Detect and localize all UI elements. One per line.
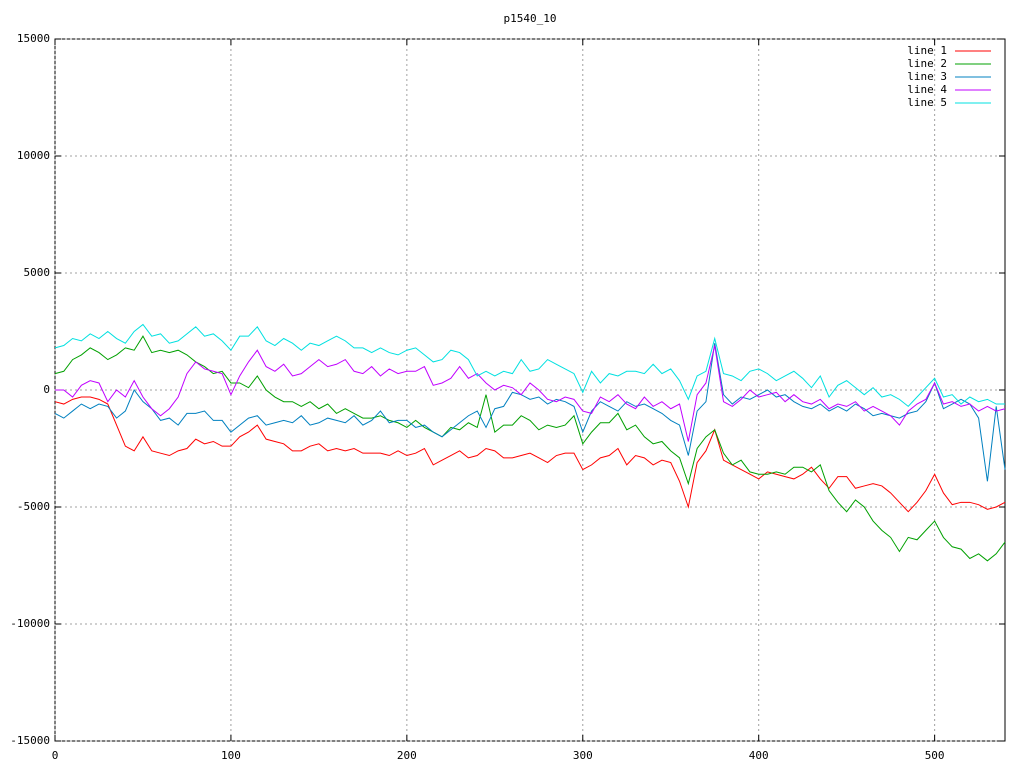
legend-label: line 5 bbox=[907, 96, 947, 109]
x-tick-label: 400 bbox=[749, 749, 769, 762]
series-line bbox=[54, 323, 1005, 408]
x-tick-label: 100 bbox=[221, 749, 241, 762]
x-tick-label: 500 bbox=[925, 749, 945, 762]
series-line bbox=[54, 335, 1006, 562]
y-tick-label: -5000 bbox=[17, 500, 50, 513]
x-tick-label: 300 bbox=[573, 749, 593, 762]
series-line bbox=[54, 343, 1006, 482]
y-tick-label: -15000 bbox=[10, 734, 50, 747]
y-tick-label: 10000 bbox=[17, 149, 50, 162]
y-tick-label: 5000 bbox=[24, 266, 51, 279]
y-tick-label: -10000 bbox=[10, 617, 50, 630]
x-tick-label: 200 bbox=[397, 749, 417, 762]
legend-label: line 4 bbox=[907, 83, 947, 96]
legend-label: line 3 bbox=[907, 70, 947, 83]
y-tick-label: 0 bbox=[43, 383, 50, 396]
legend-label: line 1 bbox=[907, 44, 947, 57]
series-line bbox=[54, 396, 1006, 513]
series-line bbox=[55, 345, 1006, 442]
legend-label: line 2 bbox=[907, 57, 947, 70]
chart-title: p1540_10 bbox=[504, 12, 557, 25]
y-tick-label: 15000 bbox=[17, 32, 50, 45]
x-tick-label: 0 bbox=[52, 749, 59, 762]
